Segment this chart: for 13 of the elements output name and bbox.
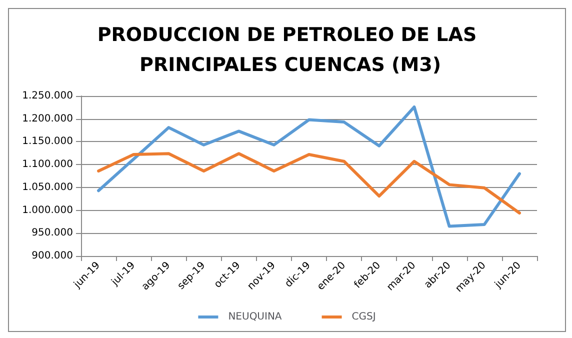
line-series	[97, 152, 521, 215]
legend-label: CGSJ	[352, 312, 376, 322]
y-tick-label: 1.100.000	[22, 159, 73, 170]
y-tick-label: 950.000	[32, 228, 73, 239]
y-tick-label: 1.000.000	[22, 204, 73, 216]
chart-title: PRODUCCION DE PETROLEO DE LAS PRINCIPALES CUENCAS (M3)	[97, 24, 477, 76]
y-tick-label: 900.000	[32, 250, 73, 262]
y-tick-label: 1.200.000	[22, 113, 73, 124]
y-tick-label: 1.050.000	[22, 182, 73, 193]
legend-label: NEUQUINA	[228, 312, 282, 322]
line-series	[97, 105, 521, 228]
y-tick-label: 1.250.000	[22, 90, 73, 102]
y-tick-label: 1.150.000	[22, 136, 73, 148]
